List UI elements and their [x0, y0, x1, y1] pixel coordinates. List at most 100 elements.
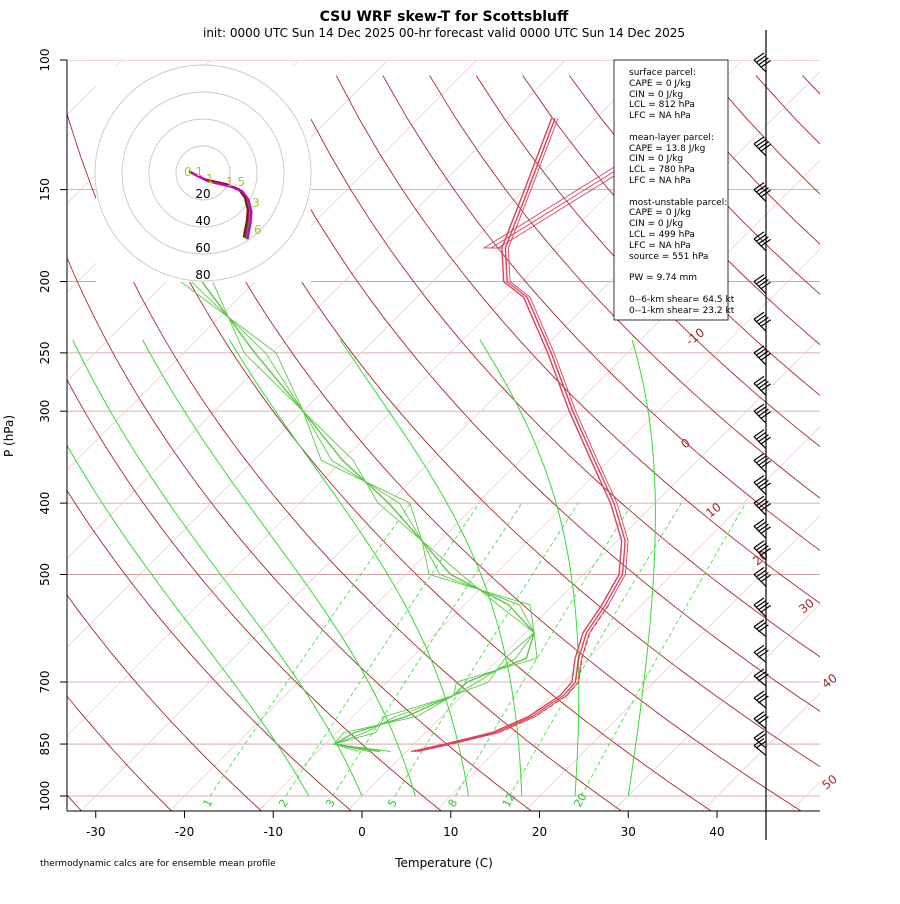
- dewpoint-line: [181, 282, 535, 752]
- wind-barb-shaft: [754, 239, 766, 251]
- wind-barb-flag: [754, 620, 764, 627]
- mixing-ratio-label: 3: [323, 797, 338, 810]
- wind-barb: [754, 376, 771, 395]
- dry-adiabat: [896, 76, 900, 812]
- hodograph-point-label: 3: [252, 196, 260, 210]
- wind-barb-flag: [756, 379, 766, 386]
- hodograph-ring-label: 60: [195, 241, 210, 255]
- wind-barb-shaft: [754, 460, 766, 472]
- wind-barb-flag: [756, 432, 766, 439]
- wind-barb-shaft: [754, 144, 766, 156]
- y-tick-label: 300: [38, 400, 52, 423]
- mixing-ratio-label: 1: [201, 797, 216, 810]
- wind-barb-flag: [754, 376, 764, 383]
- wind-barb-flag: [758, 674, 768, 681]
- wind-barb-flag: [754, 453, 764, 460]
- wind-barb: [754, 404, 771, 423]
- wind-barb-flag: [756, 622, 766, 629]
- y-tick-label: 250: [38, 341, 52, 364]
- hodograph-ring-label: 20: [195, 187, 210, 201]
- mixing-ratio-line: [455, 503, 632, 796]
- isotherm-label: -10: [683, 325, 707, 348]
- wind-barb-flag: [754, 53, 764, 60]
- hodograph-ring-label: 80: [195, 268, 210, 282]
- wind-barb-flag: [756, 56, 766, 63]
- x-tick-label: 40: [709, 825, 724, 839]
- wind-barb-flag: [754, 645, 764, 652]
- wind-barb-flag: [756, 570, 766, 577]
- temperature-line: [417, 118, 628, 751]
- x-tick-label: -10: [263, 825, 283, 839]
- wind-barb-flag: [756, 456, 766, 463]
- wind-barb-flag: [754, 731, 764, 738]
- mu-parcel-title: most-unstable parcel:: [629, 198, 727, 208]
- wind-barb-flag: [754, 475, 764, 482]
- wind-barb-flag: [758, 603, 768, 610]
- wind-barb-flag: [758, 409, 768, 416]
- hodograph-point-label: 1.5: [226, 175, 245, 189]
- wind-barb-shaft: [754, 482, 766, 494]
- moist-adiabat: [628, 340, 655, 796]
- y-tick-label: 200: [38, 270, 52, 293]
- temperature-line: [415, 118, 626, 751]
- wind-barb: [754, 598, 771, 617]
- shear-0-1km: 0--1-km shear= 23.2 kt: [629, 306, 735, 316]
- dry-adiabat: [290, 76, 900, 812]
- dry-adiabat: [756, 76, 900, 812]
- wind-barb-flag: [756, 234, 766, 241]
- mu-cin: CIN = 0 J/kg: [629, 219, 683, 229]
- shear-0-6km: 0--6-km shear= 64.5 kt: [629, 295, 735, 305]
- wind-barb-flag: [754, 712, 764, 719]
- hodograph-point-label: 6: [254, 223, 262, 237]
- wind-barb-flag: [756, 277, 766, 284]
- isotherm-40: [701, 44, 900, 812]
- mu-source: source = 551 hPa: [629, 252, 708, 262]
- isotherm-label: 50: [819, 772, 840, 792]
- wind-barb-flag: [758, 142, 768, 149]
- mixing-ratio-line: [210, 503, 411, 796]
- dry-adiabat: [243, 76, 900, 812]
- mixing-ratio-label: 2: [276, 797, 291, 810]
- wind-barb-flag: [758, 351, 768, 358]
- y-tick-label: 500: [38, 563, 52, 586]
- wind-barb-flag: [756, 348, 766, 355]
- x-tick-label: 20: [532, 825, 547, 839]
- x-tick-label: -20: [175, 825, 195, 839]
- x-axis-label: Temperature (C): [394, 856, 493, 870]
- wind-barb-flag: [756, 499, 766, 506]
- wind-barb-flag: [756, 139, 766, 146]
- wind-barb-flag: [756, 734, 766, 741]
- wind-barb: [754, 496, 771, 515]
- wind-barb-flag: [758, 188, 768, 195]
- wind-barb-flag: [758, 435, 768, 442]
- wind-barb-flag: [756, 648, 766, 655]
- ml-parcel-title: mean-layer parcel:: [629, 133, 714, 143]
- ml-lcl: LCL = 780 hPa: [629, 165, 695, 175]
- mixing-ratio-line: [581, 503, 745, 796]
- wind-barb-flag: [756, 315, 766, 322]
- wind-barb-shaft: [754, 411, 766, 423]
- surface-lcl: LCL = 812 hPa: [629, 100, 695, 110]
- wind-barb-shaft: [754, 319, 766, 331]
- precipitable-water: PW = 9.74 mm: [629, 273, 697, 283]
- wind-barb-flag: [758, 317, 768, 324]
- dry-adiabat: [803, 76, 900, 812]
- ml-lfc: LFC = NA hPa: [629, 176, 691, 186]
- wind-barb: [754, 430, 771, 449]
- wind-barb-flag: [754, 598, 764, 605]
- wind-barb-flag: [756, 600, 766, 607]
- ml-cape: CAPE = 13.8 J/kg: [629, 144, 705, 154]
- wind-barb-flag: [758, 696, 768, 703]
- mixing-ratio-line: [395, 503, 578, 796]
- chart-title: CSU WRF skew-T for Scottsbluff: [320, 9, 569, 25]
- surface-lfc: LFC = NA hPa: [629, 111, 691, 121]
- y-tick-label: 700: [38, 671, 52, 694]
- mixing-ratio-line: [510, 503, 682, 796]
- wind-barb-flag: [758, 458, 768, 465]
- mu-lfc: LFC = NA hPa: [629, 241, 691, 251]
- wind-barb-flag: [754, 691, 764, 698]
